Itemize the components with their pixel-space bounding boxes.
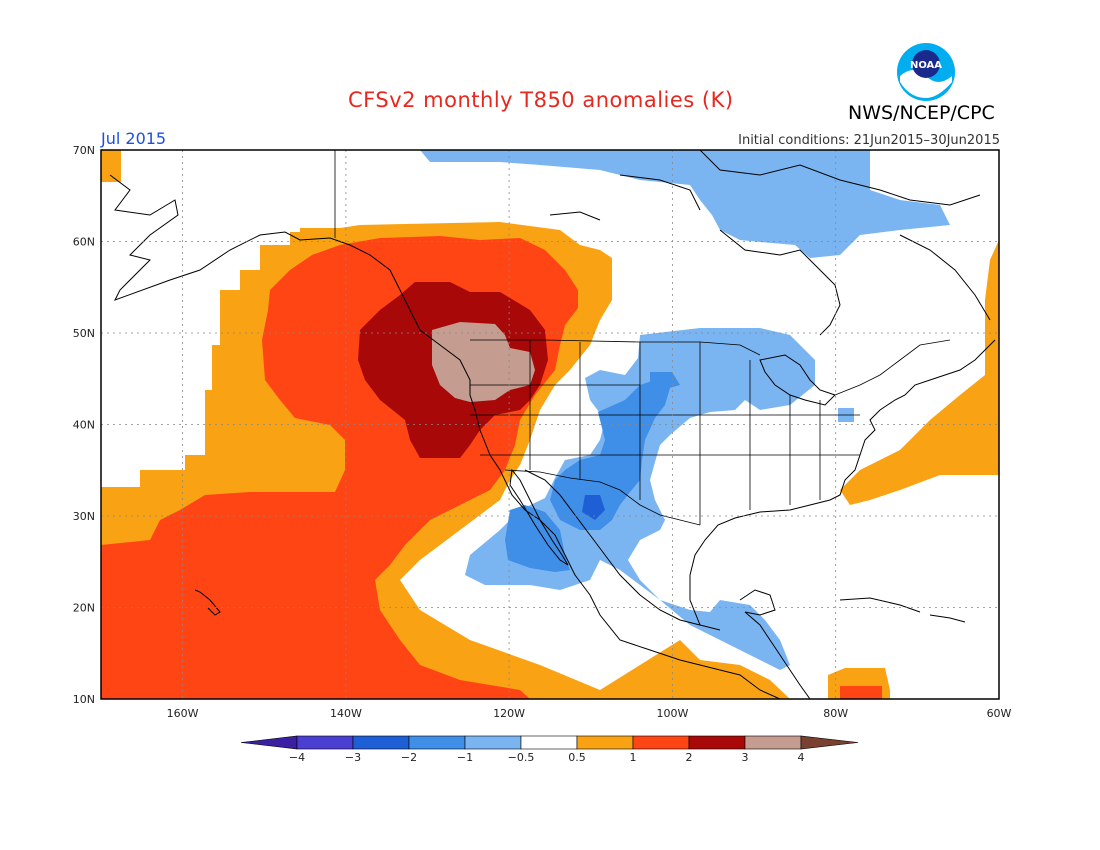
colorbar-tick-label: −0.5 [508,751,535,764]
lat-label: 40N [73,419,95,432]
colorbar-segment [296,735,354,750]
coastline-arctic-3 [549,211,601,221]
colorbar-tick-label: −4 [289,751,305,764]
border-us-mexico [504,469,701,526]
coastline-alaska [109,174,781,699]
coastline-cuba [839,597,921,613]
colorbar-tick-label: 1 [630,751,637,764]
colorbar: −4 −3 −2 −1 −0.5 0.5 1 2 3 4 [240,735,859,764]
coastline-hawaii [194,589,221,616]
anomaly-region-orange-centralam [600,640,790,699]
political-borders [334,150,951,526]
coastline-labrador [899,234,991,321]
lat-label: 30N [73,510,95,523]
lon-label: 80W [823,707,848,720]
colorbar-arrow-high [800,735,859,750]
valid-month-label: Jul 2015 [101,129,167,148]
coastline-hudson [719,229,841,336]
coastline-arctic-2 [619,174,701,211]
anomaly-region-blue-baja [505,505,570,572]
coastlines [109,150,996,699]
noaa-logo: NOAA [897,43,955,101]
anomaly-region-darkblue [582,495,605,520]
colorbar-segment [632,735,690,750]
colorbar-segment [744,735,802,750]
gridlines [101,150,999,699]
colorbar-tick-label: 3 [742,751,749,764]
colorbar-tick-label: −1 [457,751,473,764]
lat-label: 10N [73,693,95,706]
anomaly-region-red-caribbean [840,686,882,699]
colorbar-tick-label: −2 [401,751,417,764]
lon-label: 120W [493,707,525,720]
coastline-hispaniola [929,614,966,623]
map-frame [100,149,1000,700]
coastline-great-lakes [759,354,836,406]
colorbar-segment [520,735,578,750]
coastline-gulf [689,454,861,626]
colorbar-segment [408,735,466,750]
anomaly-region-lightblue-canada [420,150,950,258]
lat-label: 70N [73,144,95,157]
colorbar-segment [688,735,746,750]
colorbar-segment [464,735,522,750]
coastline-centralam [744,611,811,699]
anomaly-region-tan [432,322,535,402]
anomaly-region-orange-corner [101,150,121,182]
coastline-arctic-1 [699,150,981,206]
border-us-canada-east [834,339,951,396]
colorbar-tick-label: 4 [798,751,805,764]
lat-label: 50N [73,327,95,340]
organization-label: NWS/NCEP/CPC [848,102,995,124]
colorbar-tick-label: 0.5 [568,751,586,764]
colorbar-segment [352,735,410,750]
colorbar-tick-label: −3 [345,751,361,764]
lon-label: 160W [167,707,199,720]
latitude-labels: 70N 60N 50N 40N 30N 20N 10N [73,144,95,706]
anomaly-region-orange-atlantic [840,240,999,505]
coastline-mexico-west [524,469,721,631]
lon-label: 140W [330,707,362,720]
coastline-baja [509,468,569,566]
lon-label: 100W [656,707,688,720]
lat-label: 60N [73,236,95,249]
colorbar-tick-label: 2 [686,751,693,764]
lon-label: 60W [987,707,1012,720]
svg-text:NOAA: NOAA [910,60,942,71]
initial-conditions-label: Initial conditions: 21Jun2015–30Jun2015 [738,133,1000,148]
longitude-labels: 160W 140W 120W 100W 80W 60W [167,707,1012,720]
colorbar-arrow-low [240,735,298,750]
colorbar-segment [576,735,634,750]
border-us-canada [470,339,761,356]
coastline-us-east [859,339,996,456]
chart-title: CFSv2 monthly T850 anomalies (K) [348,88,734,112]
coastline-yucatan [739,589,776,616]
lat-label: 20N [73,602,95,615]
